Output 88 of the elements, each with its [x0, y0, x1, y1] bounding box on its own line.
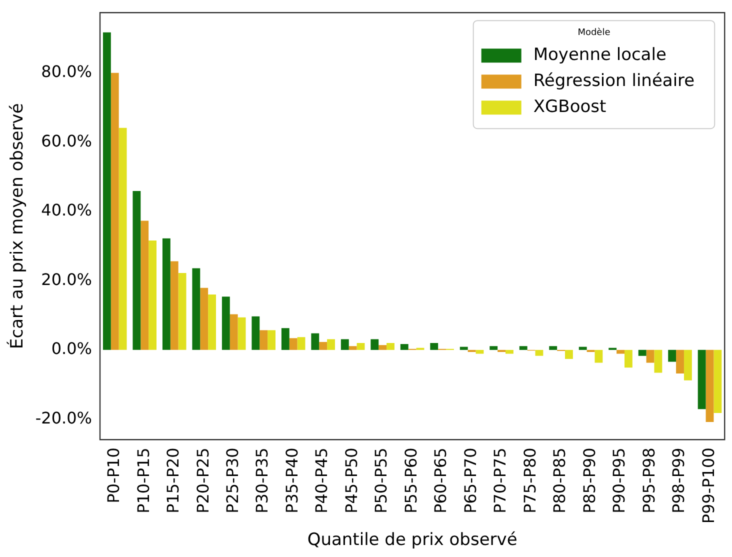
bar: [319, 342, 328, 350]
bar: [348, 346, 357, 350]
bar: [222, 296, 230, 350]
bar: [238, 317, 246, 350]
bar: [490, 346, 498, 350]
bar: [668, 350, 676, 362]
x-axis-title: Quantile de prix observé: [307, 530, 518, 550]
y-tick-label: 60.0%: [41, 131, 92, 150]
legend-label: Moyenne locale: [533, 45, 666, 66]
bar: [578, 346, 587, 350]
bar: [148, 240, 157, 350]
bar: [430, 343, 438, 350]
x-tick-label: P15-P20: [164, 448, 183, 514]
bar: [200, 288, 208, 350]
x-tick-label: P85-P90: [580, 448, 599, 514]
bar: [370, 339, 379, 350]
y-axis-title: Écart au prix moyen observé: [6, 103, 28, 350]
bar: [698, 350, 706, 410]
bar: [400, 344, 408, 350]
bar: [535, 350, 544, 356]
bar: [162, 238, 170, 350]
bar: [468, 350, 476, 352]
x-tick-label: P30-P35: [252, 448, 272, 514]
bar: [638, 350, 646, 356]
bar: [311, 333, 320, 350]
bar: [460, 346, 468, 350]
x-tick-label: P75-P80: [520, 448, 540, 514]
bar: [170, 261, 178, 350]
x-tick-label: P20-P25: [193, 448, 212, 514]
bar: [192, 268, 200, 350]
x-tick-label: P70-P75: [490, 448, 510, 514]
bar: [178, 273, 186, 350]
bar: [268, 330, 276, 350]
bar: [260, 330, 268, 350]
bar: [624, 350, 632, 368]
bar: [297, 337, 306, 350]
x-tick-label: P35-P40: [282, 448, 302, 514]
x-tick-label: P0-P10: [104, 448, 124, 504]
legend-label: Régression linéaire: [533, 71, 695, 92]
bar: [616, 350, 624, 354]
bar: [327, 339, 335, 350]
x-tick-label: P90-P95: [610, 448, 629, 514]
bar: [102, 32, 111, 350]
x-tick-label: P60-P65: [431, 448, 450, 514]
x-tick-label: P40-P45: [312, 448, 332, 514]
y-tick-label: -20.0%: [35, 408, 92, 428]
x-tick-label: P45-P50: [342, 448, 361, 514]
x-tick-label: P80-P85: [550, 448, 570, 514]
x-tick-label: P99-P100: [698, 448, 718, 524]
bar: [140, 220, 149, 350]
y-tick-label: 80.0%: [41, 62, 92, 82]
x-tick-label: P65-P70: [460, 448, 480, 514]
y-tick-label: 0.0%: [51, 339, 92, 358]
bar: [132, 190, 141, 350]
bar: [340, 339, 349, 350]
bar: [356, 343, 365, 350]
bar: [110, 72, 119, 350]
bar: [654, 350, 662, 373]
bar: [684, 350, 692, 380]
bar: [386, 343, 394, 350]
x-tick-label: P55-P60: [401, 448, 420, 514]
y-tick-label: 20.0%: [41, 270, 92, 289]
x-tick-label: P25-P30: [223, 448, 242, 514]
x-tick-label: P98-P99: [669, 448, 688, 514]
bar: [289, 338, 298, 350]
legend-title: Modèle: [578, 26, 611, 38]
bar: [230, 314, 238, 350]
bar: [208, 294, 216, 350]
x-tick-label: P95-P98: [639, 448, 658, 514]
bar: [252, 316, 260, 350]
bar: [549, 346, 558, 350]
bar: [498, 350, 506, 352]
legend-label: XGBoost: [533, 97, 606, 118]
bar: [506, 350, 514, 354]
x-tick-label: P10-P15: [134, 448, 153, 514]
x-tick-label: P50-P55: [372, 448, 391, 514]
bar: [519, 346, 528, 350]
bar: [594, 350, 603, 363]
bar: [714, 350, 722, 413]
bar: [676, 350, 684, 374]
bar: [378, 345, 387, 350]
bar: [281, 328, 290, 350]
bar: [586, 350, 595, 352]
bar: [118, 128, 127, 350]
bar: [706, 350, 714, 422]
bar: [646, 350, 654, 363]
bar: [565, 350, 573, 359]
y-tick-label: 40.0%: [41, 200, 92, 220]
